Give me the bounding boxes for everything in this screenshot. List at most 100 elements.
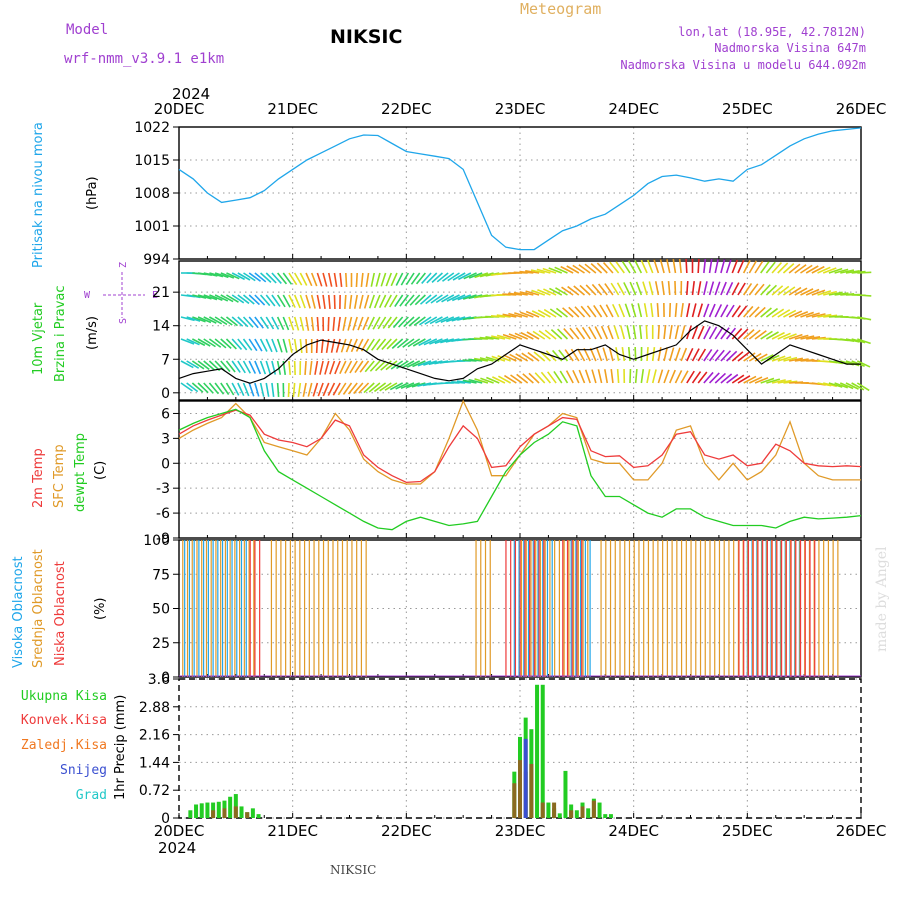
wind-barb <box>429 316 443 325</box>
wind-barb <box>390 360 404 370</box>
wind-barb <box>578 369 586 384</box>
pressure-unit: (hPa) <box>85 176 100 210</box>
wind-barb <box>555 307 568 318</box>
wind-barb <box>462 379 477 384</box>
wind-barb <box>491 355 506 362</box>
precip-bar <box>557 813 562 818</box>
wind-barb <box>597 369 603 384</box>
wind-barb <box>666 259 671 274</box>
wind-unit: (m/s) <box>85 316 100 350</box>
wind-barb <box>514 312 528 318</box>
wind-barb <box>550 329 563 340</box>
precip-bar <box>256 814 261 818</box>
wind-barb <box>237 272 251 281</box>
wind-barb <box>259 294 271 307</box>
dewpoint-line <box>178 408 862 531</box>
cloud-ylabel-low: Niska Oblacnost <box>53 561 68 666</box>
wind-barb <box>203 316 217 324</box>
x-tick-label-top: 24DEC <box>608 100 659 118</box>
wind-barb <box>276 316 285 331</box>
wind-barb <box>794 264 807 274</box>
wind-barb <box>605 304 614 318</box>
wind-barb <box>691 281 696 296</box>
wind-barb <box>355 338 364 352</box>
x-tick-label-top: 25DEC <box>722 100 773 118</box>
wind-barb <box>479 357 494 362</box>
year-top: 2024 <box>172 85 210 103</box>
legend-convective-rain: Konvek.Kisa <box>21 713 107 728</box>
wind-barb <box>557 328 569 340</box>
wind-barb <box>231 294 245 304</box>
wind-barb <box>616 368 620 384</box>
wind-barb <box>639 324 643 340</box>
wind-barb <box>515 353 529 362</box>
wind-barb <box>242 338 253 351</box>
wind-barb <box>186 338 200 346</box>
y-tick-label: 0 <box>161 386 170 402</box>
model-label: Model <box>66 22 108 38</box>
wind-barb <box>572 264 585 274</box>
temp-ylabel-dew: dewpt Temp <box>73 433 88 512</box>
wind-barb <box>282 272 293 285</box>
wind-barb <box>378 294 387 309</box>
compass-w: W <box>84 290 91 301</box>
wind-barb <box>342 316 347 331</box>
wind-barb <box>766 378 781 384</box>
wind-barb <box>186 316 201 322</box>
wind-barb <box>857 294 872 297</box>
wind-barb <box>339 360 347 375</box>
wind-barb <box>748 329 761 340</box>
wind-barb <box>621 260 631 274</box>
wind-barb <box>532 330 546 340</box>
wind-barb <box>259 338 268 352</box>
wind-barb <box>788 310 803 318</box>
wind-barb <box>800 264 813 274</box>
wind-barb <box>627 260 637 274</box>
wind-barb <box>581 326 591 340</box>
y-tick-label: 21 <box>152 285 170 301</box>
wind-barb <box>626 325 631 340</box>
wind-barb <box>771 355 786 362</box>
wind-barb <box>708 349 719 362</box>
wind-barb <box>288 316 295 331</box>
precip-bar <box>205 802 210 818</box>
wind-barb <box>282 316 290 331</box>
legend-hail: Grad <box>76 788 107 803</box>
wind-barb <box>760 330 773 340</box>
wind-barb <box>423 338 438 346</box>
wind-barb <box>365 338 375 352</box>
wind-barb <box>327 294 331 310</box>
wind-barb <box>399 294 409 307</box>
wind-barb <box>805 265 819 274</box>
wind-barb <box>209 294 223 301</box>
wind-barb <box>667 280 671 296</box>
y-tick-label: 14 <box>152 319 170 335</box>
wind-barb <box>344 360 353 374</box>
wind-barb <box>372 316 381 330</box>
wind-barb <box>225 382 235 396</box>
wind-barb <box>329 360 336 375</box>
precip-bar <box>199 803 204 818</box>
wind-barb <box>674 370 683 384</box>
wind-barb <box>337 316 341 331</box>
wind-barb <box>309 360 313 375</box>
wind-barb <box>537 289 551 296</box>
wind-barb <box>509 353 523 362</box>
wind-barb <box>611 303 620 318</box>
wind-barb <box>431 272 443 283</box>
wind-barb <box>390 272 398 287</box>
wind-barb <box>203 382 214 394</box>
wind-barb <box>368 294 375 309</box>
wind-barb <box>817 290 832 296</box>
wind-barb <box>479 336 494 340</box>
wind-barb <box>457 294 472 301</box>
wind-barb <box>569 327 580 340</box>
y-tick-label: 1022 <box>134 120 170 136</box>
wind-barb <box>817 313 832 318</box>
wind-barb <box>220 294 234 303</box>
wind-barb <box>231 338 243 350</box>
wind-barb <box>265 338 273 353</box>
precip-bar <box>574 810 579 818</box>
wind-barb <box>525 270 540 274</box>
